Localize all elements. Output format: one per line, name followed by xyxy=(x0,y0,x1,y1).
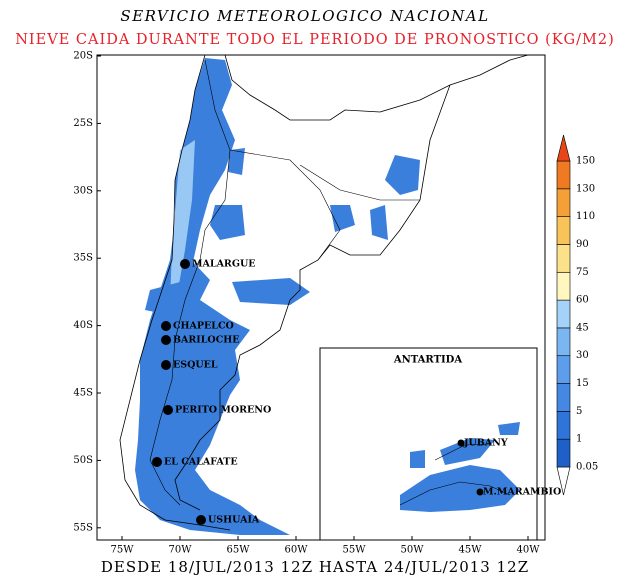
lon-tick-label: 50W xyxy=(400,545,424,556)
lon-tick-label: 45W xyxy=(458,545,482,556)
colorbar-label: 75 xyxy=(576,267,589,278)
station-marker xyxy=(476,488,484,496)
lon-tick-label: 55W xyxy=(342,545,366,556)
snow-area xyxy=(170,140,195,300)
colorbar-segment xyxy=(556,216,571,245)
station-label: JUBANY xyxy=(463,438,508,449)
snow-area xyxy=(135,58,290,535)
city-label: USHUAIA xyxy=(208,515,260,526)
lon-tick-label: 60W xyxy=(284,545,308,556)
colorbar-label: 5 xyxy=(576,406,582,417)
lat-tick-label: 35S xyxy=(73,253,93,264)
lat-tick-label: 55S xyxy=(73,522,93,533)
colorbar-segment xyxy=(556,411,571,440)
colorbar-label: 110 xyxy=(576,211,595,222)
colorbar-label: 130 xyxy=(576,183,595,194)
city-label: ESQUEL xyxy=(173,360,218,371)
snow-area xyxy=(400,422,520,512)
colorbar-label: 0.05 xyxy=(576,462,598,473)
colorbar-segment xyxy=(556,383,571,412)
title: SERVICIO METEOROLOGICO NACIONAL xyxy=(120,7,489,25)
inset-coast xyxy=(399,443,511,506)
city-label: PERITO MORENO xyxy=(175,405,271,416)
border xyxy=(149,59,420,506)
colorbar-label: 30 xyxy=(576,350,589,361)
lat-tick-label: 25S xyxy=(73,118,93,129)
lon-tick-label: 65W xyxy=(226,545,250,556)
lat-tick-label: 20S xyxy=(73,51,93,62)
lon-tick-label: 70W xyxy=(168,545,192,556)
subtitle: NIEVE CAIDA DURANTE TODO EL PERIODO DE P… xyxy=(15,32,615,48)
colorbar-segment xyxy=(556,160,571,190)
colorbar-segment xyxy=(556,299,571,329)
city-label: MALARGUE xyxy=(192,259,255,270)
city-marker xyxy=(163,405,173,415)
colorbar-segment xyxy=(556,244,571,273)
lat-tick-label: 45S xyxy=(73,388,93,399)
inset-title: ANTARTIDA xyxy=(393,355,462,366)
city-marker xyxy=(161,321,171,331)
colorbar-segment xyxy=(556,355,571,384)
city-label: CHAPELCO xyxy=(173,321,234,332)
lat-tick-label: 40S xyxy=(73,320,93,331)
colorbar-label: 1 xyxy=(576,434,582,445)
city-marker xyxy=(180,259,190,269)
city-marker xyxy=(161,360,171,370)
city-marker xyxy=(196,515,206,525)
colorbar-segment xyxy=(556,134,571,162)
colorbar-label: 45 xyxy=(576,322,589,333)
snow-area xyxy=(145,148,420,315)
inset: ANTARTIDA xyxy=(319,347,538,541)
colorbar-label: 15 xyxy=(576,378,589,389)
city-label: EL CALAFATE xyxy=(164,457,238,468)
colorbar-segment xyxy=(556,438,571,468)
colorbar-label: 90 xyxy=(576,239,589,250)
city-marker xyxy=(161,335,171,345)
city-label: BARILOCHE xyxy=(173,335,239,346)
station-label: M.MARAMBIO xyxy=(483,487,561,498)
lon-tick-label: 75W xyxy=(110,545,134,556)
colorbar-label: 150 xyxy=(576,156,595,167)
colorbar-label: 60 xyxy=(576,295,589,306)
station-marker xyxy=(457,439,465,447)
footer: DESDE 18/JUL/2013 12Z HASTA 24/JUL/2013 … xyxy=(101,558,529,576)
colorbar-segment xyxy=(556,327,571,357)
lat-tick-label: 30S xyxy=(73,185,93,196)
colorbar-segment xyxy=(556,188,571,217)
lat-tick-label: 50S xyxy=(73,455,93,466)
colorbar-segment xyxy=(556,271,571,301)
lon-tick-label: 40W xyxy=(516,545,540,556)
city-marker xyxy=(152,457,162,467)
coastline xyxy=(119,54,529,531)
